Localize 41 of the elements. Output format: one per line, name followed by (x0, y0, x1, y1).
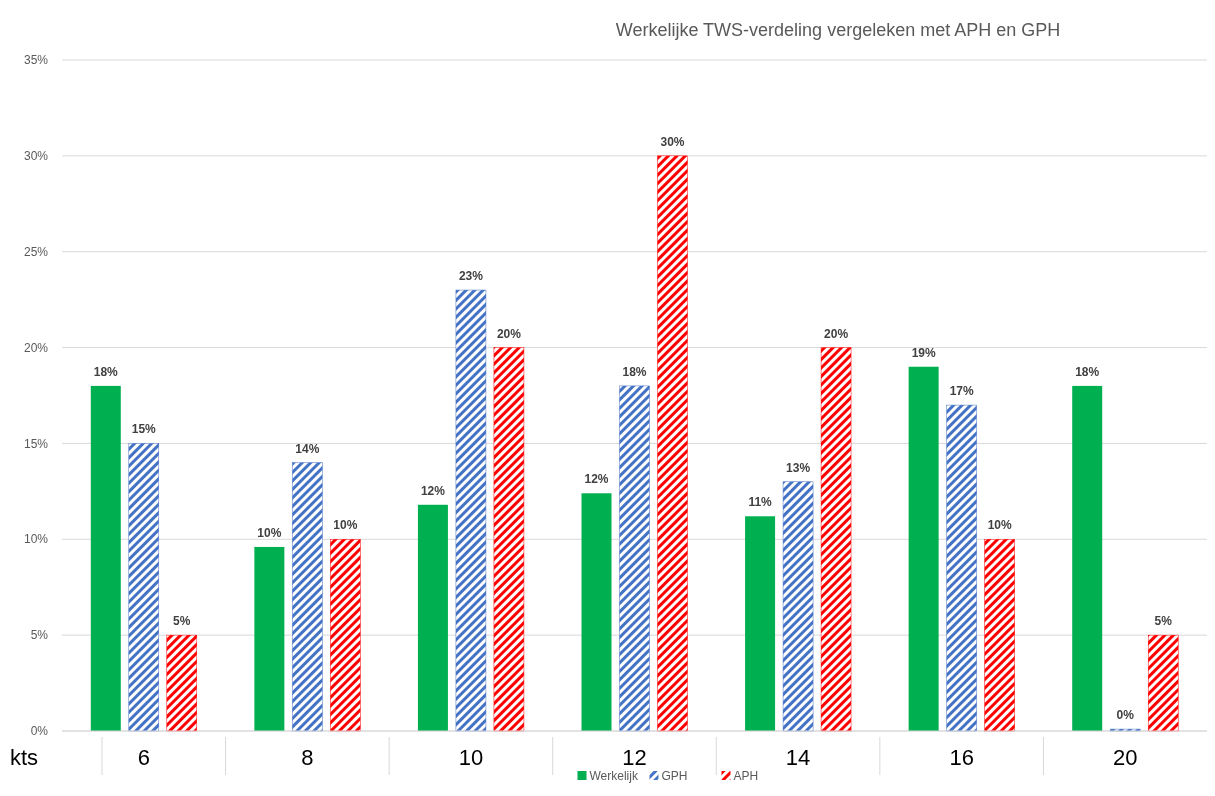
x-tick-label: 16 (949, 745, 974, 770)
legend-label: GPH (661, 769, 688, 783)
y-tick-label: 35% (23, 53, 49, 68)
data-label: 10% (257, 525, 282, 540)
data-label: 0% (1116, 708, 1135, 723)
data-label: 12% (584, 472, 609, 487)
data-label: 5% (173, 614, 191, 629)
data-label: 18% (1075, 364, 1100, 379)
x-axis-title: kts (10, 745, 39, 770)
data-label: 5% (1154, 614, 1173, 629)
x-tick-label: 12 (622, 745, 647, 770)
data-label: 14% (295, 441, 320, 456)
y-tick-label: 5% (30, 628, 49, 643)
data-label: 19% (911, 345, 936, 360)
data-label: 17% (949, 384, 974, 399)
y-tick-label: 25% (23, 244, 49, 259)
data-label: 30% (660, 134, 685, 149)
y-tick-label: 15% (23, 436, 49, 451)
y-tick-label: 10% (23, 532, 49, 547)
x-tick-label: 6 (137, 745, 150, 770)
data-label: 10% (333, 518, 358, 533)
x-tick-label: 20 (1112, 745, 1138, 770)
data-label: 15% (131, 422, 157, 437)
data-label: 20% (824, 326, 849, 341)
data-label: 11% (748, 495, 773, 510)
chart-title: Werkelijke TWS-verdeling vergeleken met APH en GPH (615, 20, 1061, 40)
data-label: 13% (786, 460, 811, 475)
y-tick-label: 30% (23, 149, 49, 164)
legend-label: APH (733, 769, 759, 783)
data-label: 18% (622, 364, 647, 379)
data-label: 23% (458, 269, 484, 284)
data-label: 10% (987, 518, 1012, 533)
data-label: 18% (93, 364, 119, 379)
x-tick-label: 14 (785, 745, 811, 770)
y-tick-label: 20% (23, 340, 49, 355)
x-tick-label: 8 (301, 745, 314, 770)
legend-label: Werkelijk (589, 769, 639, 783)
x-tick-label: 10 (458, 745, 484, 770)
data-label: 20% (496, 326, 522, 341)
data-label: 12% (420, 483, 446, 498)
y-tick-label: 0% (30, 724, 49, 739)
